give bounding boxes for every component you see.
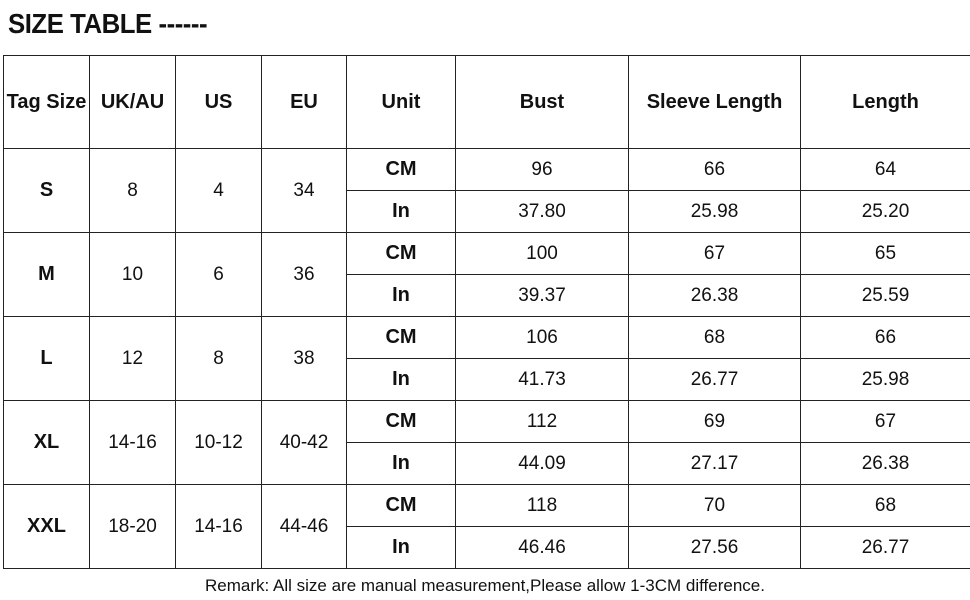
table-row: In 39.37 26.38 25.59 <box>4 274 970 317</box>
table-row: M 10 6 36 CM 100 67 65 <box>3 232 970 317</box>
remark-text: Remark: All size are manual measurement,… <box>205 576 765 595</box>
sleeve-cell: 67 <box>628 232 801 275</box>
eu-cell: 40-42 <box>261 400 347 485</box>
us-cell: 4 <box>175 148 262 233</box>
bust-cell: 46.46 <box>455 526 629 569</box>
uk-au-cell: 18-20 <box>89 484 176 569</box>
column-header: Unit <box>346 55 456 149</box>
length-cell: 25.20 <box>800 190 970 233</box>
table-row: XL 14-16 10-12 40-42 CM 112 69 67 <box>3 400 970 485</box>
unit-cell: In <box>346 358 456 401</box>
column-header: Tag Size <box>3 55 90 149</box>
sleeve-cell: 25.98 <box>628 190 801 233</box>
table-row: L 12 8 38 CM 106 68 66 <box>3 316 970 401</box>
us-cell: 6 <box>175 232 262 317</box>
uk-au-cell: 12 <box>89 316 176 401</box>
unit-cell: CM <box>346 232 456 275</box>
header-row: Tag Size UK/AU US EU Unit Bust Sleeve Length Le… <box>3 55 970 149</box>
unit-cell: CM <box>346 484 456 527</box>
length-cell: 68 <box>800 484 970 527</box>
unit-cell: In <box>346 274 456 317</box>
us-cell: 10-12 <box>175 400 262 485</box>
length-cell: 66 <box>800 316 970 359</box>
table-row: S 8 4 34 CM 96 66 64 <box>3 148 970 233</box>
eu-cell: 34 <box>261 148 347 233</box>
unit-cell: CM <box>346 148 456 191</box>
table-row: In 46.46 27.56 26.77 <box>4 526 970 569</box>
table-row: XXL 18-20 14-16 44-46 CM 118 70 68 <box>3 484 970 569</box>
bust-cell: 106 <box>455 316 629 359</box>
bust-cell: 118 <box>455 484 629 527</box>
tag-size-cell: M <box>3 232 90 317</box>
column-header: EU <box>261 55 347 149</box>
eu-cell: 44-46 <box>261 484 347 569</box>
bust-cell: 41.73 <box>455 358 629 401</box>
length-cell: 65 <box>800 232 970 275</box>
unit-cell: In <box>346 442 456 485</box>
sleeve-cell: 68 <box>628 316 801 359</box>
table-row: In 41.73 26.77 25.98 <box>4 358 970 401</box>
sleeve-cell: 26.77 <box>628 358 801 401</box>
column-header: Bust <box>455 55 629 149</box>
length-cell: 64 <box>800 148 970 191</box>
bust-cell: 112 <box>455 400 629 443</box>
bust-cell: 44.09 <box>455 442 629 485</box>
table-row: In 37.80 25.98 25.20 <box>4 190 970 233</box>
unit-cell: CM <box>346 400 456 443</box>
length-cell: 25.98 <box>800 358 970 401</box>
bust-cell: 100 <box>455 232 629 275</box>
table-row: In 44.09 27.17 26.38 <box>4 442 970 485</box>
length-cell: 67 <box>800 400 970 443</box>
sleeve-cell: 70 <box>628 484 801 527</box>
sleeve-cell: 26.38 <box>628 274 801 317</box>
eu-cell: 38 <box>261 316 347 401</box>
sleeve-cell: 69 <box>628 400 801 443</box>
tag-size-cell: L <box>3 316 90 401</box>
length-cell: 26.77 <box>800 526 970 569</box>
sleeve-cell: 27.17 <box>628 442 801 485</box>
sleeve-cell: 27.56 <box>628 526 801 569</box>
us-cell: 14-16 <box>175 484 262 569</box>
uk-au-cell: 8 <box>89 148 176 233</box>
bust-cell: 96 <box>455 148 629 191</box>
uk-au-cell: 14-16 <box>89 400 176 485</box>
unit-cell: In <box>346 190 456 233</box>
us-cell: 8 <box>175 316 262 401</box>
bust-cell: 37.80 <box>455 190 629 233</box>
uk-au-cell: 10 <box>89 232 176 317</box>
column-header: Sleeve Length <box>628 55 801 149</box>
unit-cell: In <box>346 526 456 569</box>
size-table: Tag Size UK/AU US EU Unit Bust Sleeve Length Le… <box>3 55 970 569</box>
length-cell: 25.59 <box>800 274 970 317</box>
column-header: Length <box>800 55 970 149</box>
bust-cell: 39.37 <box>455 274 629 317</box>
length-cell: 26.38 <box>800 442 970 485</box>
unit-cell: CM <box>346 316 456 359</box>
sleeve-cell: 66 <box>628 148 801 191</box>
tag-size-cell: XL <box>3 400 90 485</box>
page-title: SIZE TABLE ------ <box>8 8 208 39</box>
eu-cell: 36 <box>261 232 347 317</box>
tag-size-cell: XXL <box>3 484 90 569</box>
column-header: US <box>175 55 262 149</box>
tag-size-cell: S <box>3 148 90 233</box>
column-header: UK/AU <box>89 55 176 149</box>
